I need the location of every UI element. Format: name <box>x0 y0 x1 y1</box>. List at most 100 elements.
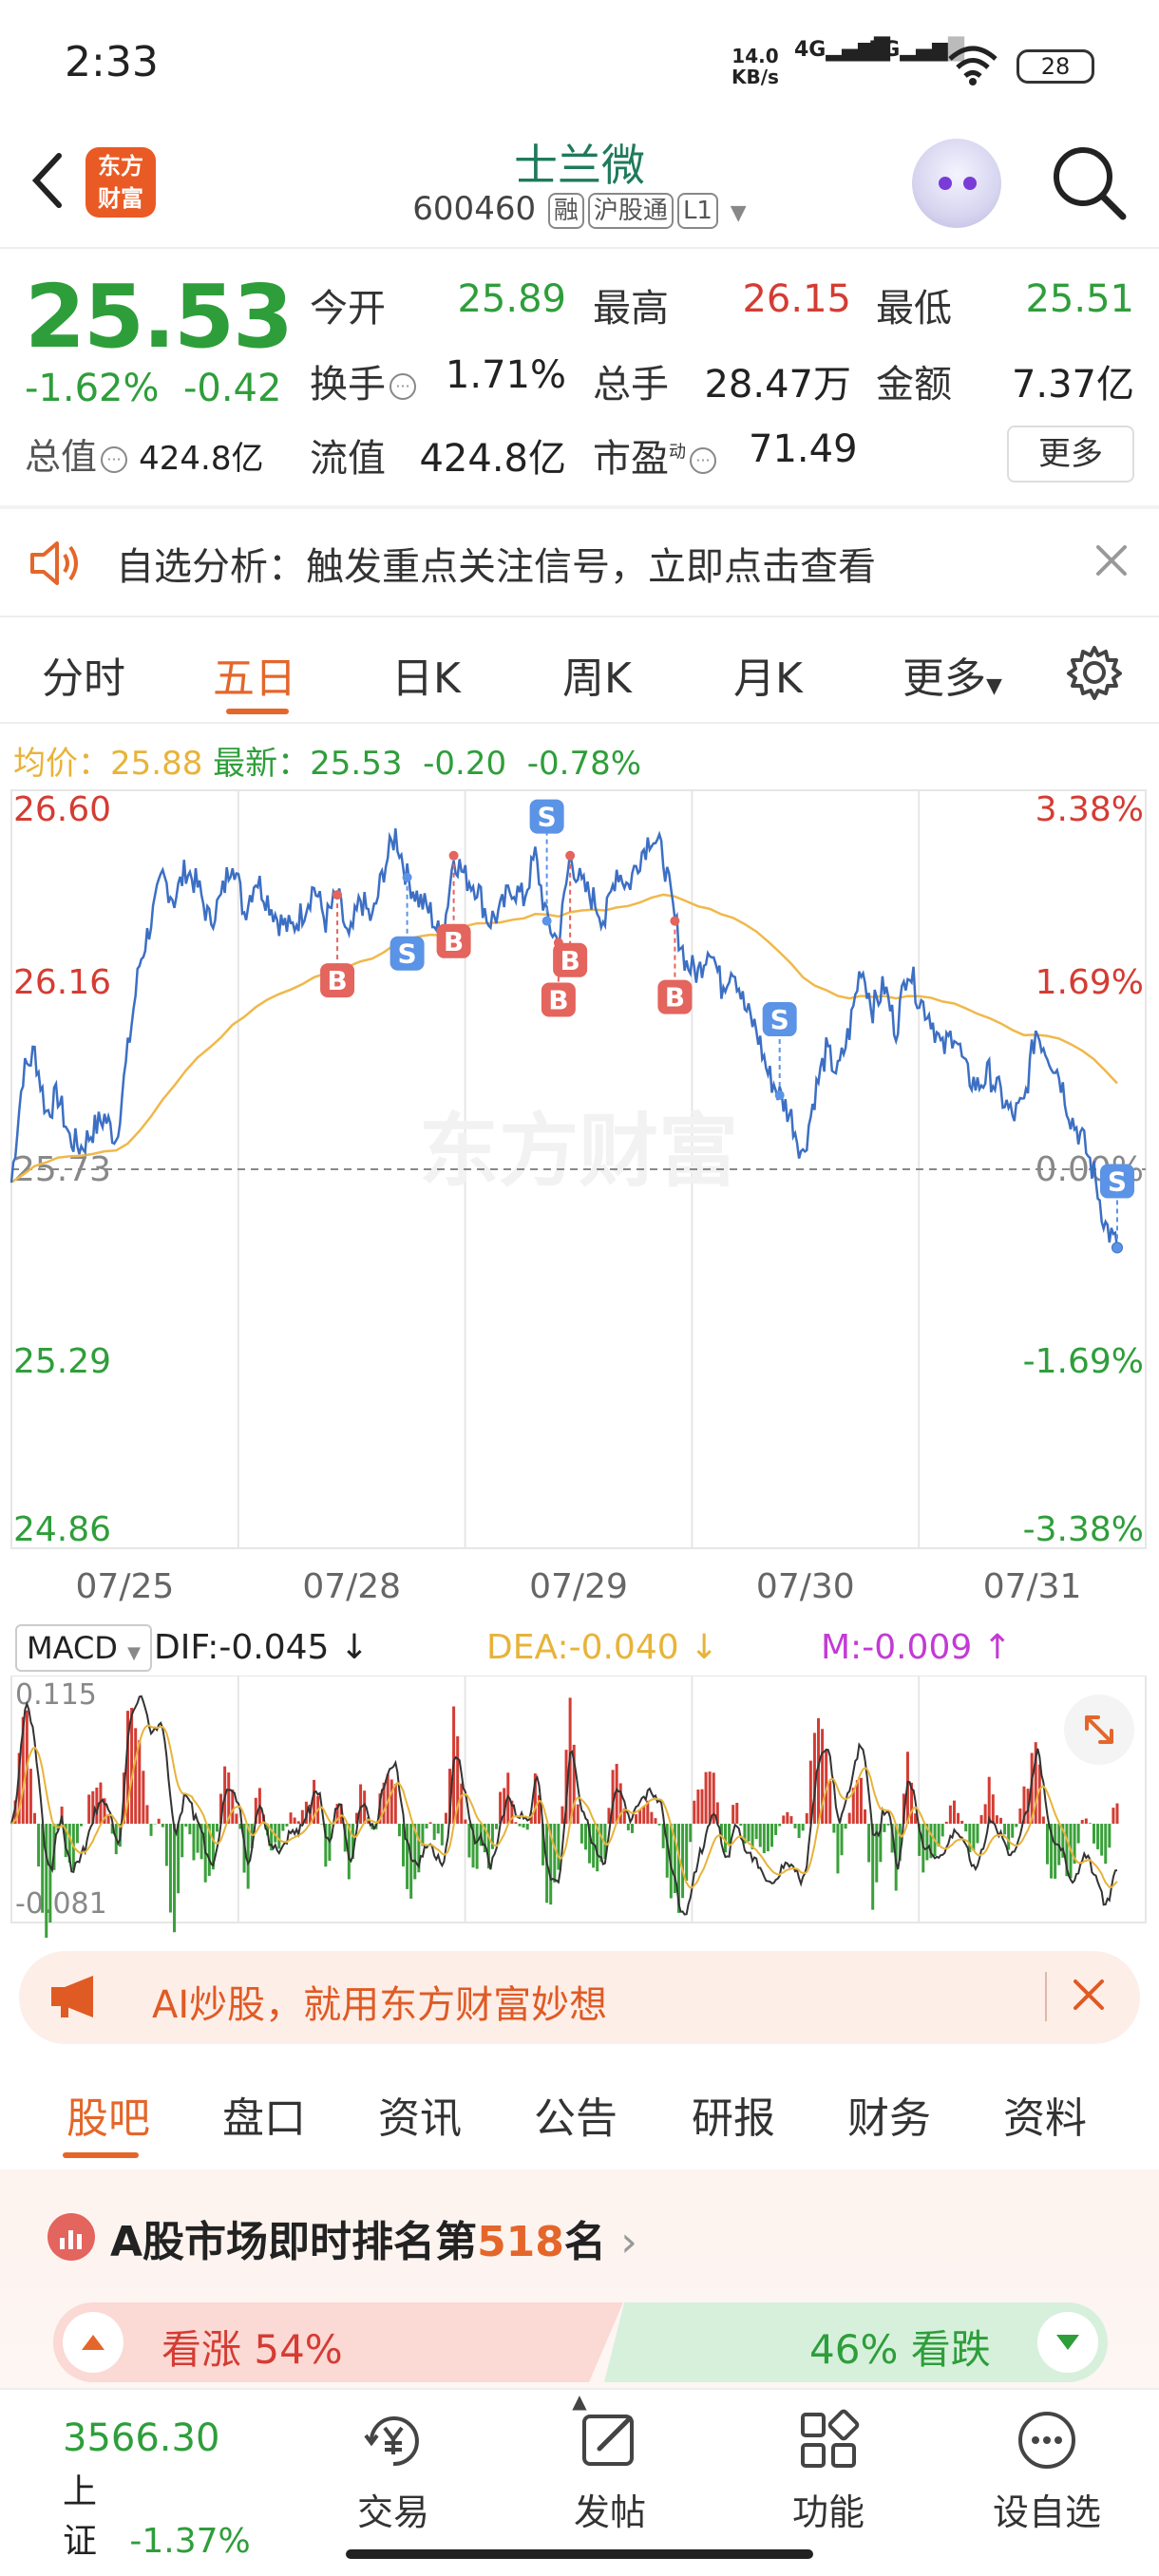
low-label: 最低 <box>876 287 952 331</box>
tab-more-label: 更多 <box>902 654 986 703</box>
marker-label: S <box>770 1004 789 1035</box>
nav-functions[interactable]: 功能 <box>752 2407 904 2535</box>
rank-text[interactable]: A股市场即时排名第518名 › <box>110 2207 637 2268</box>
latest-change: -0.20 <box>423 745 507 783</box>
vote-down-bar[interactable] <box>604 2302 1108 2382</box>
dea-label: DEA: <box>486 1628 569 1667</box>
index-widget[interactable]: 3566.30 上证 -1.37% <box>63 2416 251 2563</box>
nav-functions-label: 功能 <box>791 2491 864 2533</box>
expand-button[interactable] <box>1064 1695 1134 1765</box>
tab-underline <box>63 2152 139 2158</box>
nav-post[interactable]: 发帖 <box>534 2407 686 2535</box>
chart-watermark: 东方财富 <box>419 1105 738 1198</box>
turnover-field: 换手 ··· <box>310 353 416 408</box>
avg-label: 均价： <box>13 745 110 783</box>
marker-label: B <box>548 985 568 1016</box>
grid-icon <box>801 2409 860 2468</box>
close-icon[interactable] <box>1066 1972 1112 2017</box>
buy-marker-dot <box>565 850 576 861</box>
info-icon[interactable]: ··· <box>690 447 716 474</box>
tab-more[interactable]: 更多▼ <box>902 644 1002 705</box>
alert-bar[interactable]: 自选分析：触发重点关注信号，立即点击查看 <box>0 509 1159 614</box>
high-value: 26.15 <box>742 277 851 321</box>
gear-icon[interactable] <box>1066 644 1123 701</box>
x-tick-label: 07/28 <box>302 1567 401 1606</box>
tab-five-day[interactable]: 五日 <box>213 654 296 703</box>
status-bar: 2:33 14.0 KB/s 4G▂▄▆█ 5G▂▄▆█ 28 <box>0 0 1159 123</box>
close-icon[interactable] <box>1089 538 1134 583</box>
search-icon[interactable] <box>1049 142 1129 222</box>
macd-bottom-tick: -0.081 <box>15 1887 107 1921</box>
ai-banner[interactable]: AI炒股，就用东方财富妙想 <box>19 1951 1140 2044</box>
rank-prefix: A股市场即时排名第 <box>110 2218 478 2266</box>
tab-research[interactable]: 研报 <box>692 2094 775 2143</box>
vote-up-bar[interactable] <box>53 2302 623 2382</box>
tab-profile[interactable]: 资料 <box>1003 2094 1087 2143</box>
more-button[interactable]: 更多 <box>1007 426 1134 483</box>
triangle-up-icon <box>82 2335 104 2350</box>
buy-marker <box>553 942 588 977</box>
up-arrow-button[interactable] <box>63 2312 124 2373</box>
y-left-tick: 26.60 <box>13 790 111 829</box>
chart-tabs: 分时 五日 日K 周K 月K 更多▼ <box>0 617 1159 722</box>
buy-marker <box>541 982 576 1017</box>
eastmoney-logo: 东方 财富 <box>86 147 156 218</box>
more-dots-icon <box>1018 2412 1075 2469</box>
home-indicator <box>346 2549 813 2559</box>
ai-banner-text: AI炒股，就用东方财富妙想 <box>152 1983 608 2027</box>
volume-label: 总手 <box>593 363 669 407</box>
vote-down-label: 46% 看跌 <box>809 2326 991 2373</box>
stock-name[interactable]: 士兰微 <box>514 140 645 191</box>
avg-price-line <box>10 893 1118 1184</box>
info-icon[interactable]: ··· <box>390 373 416 400</box>
marker-label: S <box>1108 1166 1127 1198</box>
net2-label: 5G <box>868 38 901 62</box>
tab-guba[interactable]: 股吧 <box>66 2094 150 2143</box>
megaphone-icon <box>51 1976 93 2017</box>
dea-line <box>10 1724 1118 1889</box>
tab-weekly-k[interactable]: 周K <box>562 654 632 703</box>
expand-icon <box>1085 1715 1113 1744</box>
price-chart-svg[interactable]: 东方财富26.6026.1625.7325.2924.863.38%1.69%0… <box>0 779 1159 1615</box>
float-label: 流值 <box>310 437 386 481</box>
tab-intraday[interactable]: 分时 <box>42 654 125 703</box>
back-arrow-icon[interactable] <box>21 142 78 218</box>
volume-value: 28.47万 <box>704 363 851 407</box>
sell-marker-dot <box>402 872 412 882</box>
tab-monthly-k[interactable]: 月K <box>733 654 803 703</box>
net-speed-unit: KB/s <box>732 66 779 88</box>
change-pct: -1.62% <box>25 367 160 410</box>
triangle-down-icon <box>1056 2335 1079 2350</box>
macd-chart-svg[interactable]: 0.115 -0.081 <box>0 1676 1159 1938</box>
five-day-chart[interactable]: 东方财富 26.60 26.16 25.73 25.29 24.86 3.38% 1.69% 0… <box>0 779 1159 1615</box>
info-icon[interactable]: ··· <box>101 445 128 473</box>
down-arrow-button[interactable] <box>1037 2312 1098 2373</box>
amount-label: 金额 <box>876 363 952 407</box>
y-right-tick: 3.38% <box>1036 790 1144 829</box>
tag-level: L1 <box>676 192 718 229</box>
nav-trade[interactable]: 交易 <box>317 2407 469 2535</box>
latest-value: 25.53 <box>310 745 403 783</box>
y-right-tick: -3.38% <box>1023 1510 1144 1549</box>
bottom-nav: ▲ 3566.30 上证 -1.37% 交易 发帖 功能 设 <box>0 2388 1159 2576</box>
buy-marker-dot <box>448 850 459 861</box>
robot-assistant-icon[interactable] <box>912 139 1001 228</box>
y-left-tick: 25.29 <box>13 1342 111 1381</box>
nav-add-watchlist[interactable]: 设自选 <box>971 2407 1123 2535</box>
tab-finance[interactable]: 财务 <box>847 2094 931 2143</box>
tab-pankou[interactable]: 盘口 <box>222 2094 306 2143</box>
wifi-icon <box>948 46 998 85</box>
x-tick-label: 07/31 <box>983 1567 1082 1606</box>
dea-value: -0.040 <box>568 1628 679 1667</box>
low-value: 25.51 <box>1025 277 1134 321</box>
tab-daily-k[interactable]: 日K <box>391 654 461 703</box>
buy-marker <box>320 963 355 998</box>
float-value: 424.8亿 <box>419 437 566 481</box>
tab-announcements[interactable]: 公告 <box>534 2094 618 2143</box>
tab-news[interactable]: 资讯 <box>378 2094 462 2143</box>
price-change: -1.62% -0.42 <box>25 367 281 410</box>
stock-code-line[interactable]: 600460 融沪股通 L1 ▼ <box>0 190 1159 229</box>
sell-marker <box>529 799 564 834</box>
macd-selector[interactable]: MACD ▼ <box>15 1624 152 1672</box>
m-value: -0.009 <box>862 1628 973 1667</box>
